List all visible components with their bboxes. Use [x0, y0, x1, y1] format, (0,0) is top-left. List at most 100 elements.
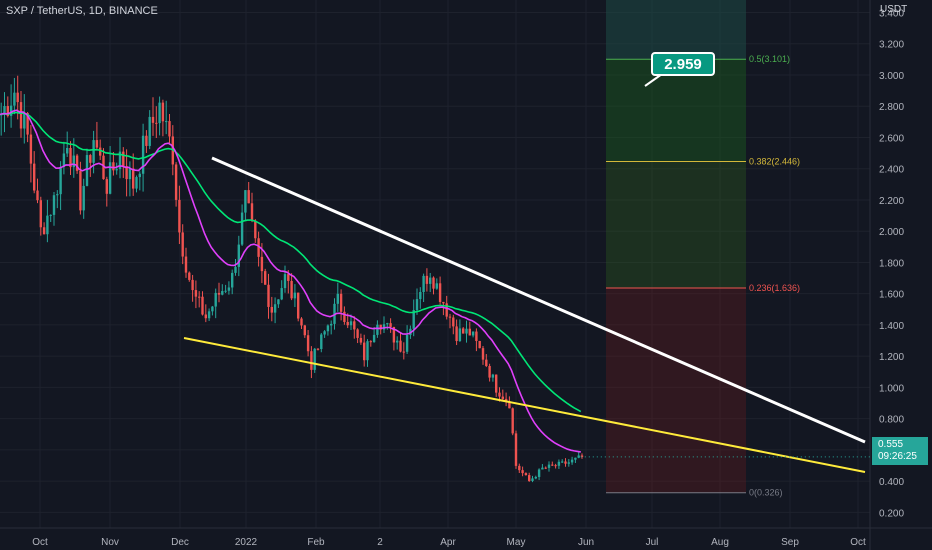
candle-body	[227, 287, 231, 291]
candle-body	[310, 351, 313, 370]
candle-body	[422, 275, 425, 292]
candle-body	[33, 163, 36, 191]
candle-body	[501, 396, 504, 399]
candle-body	[184, 256, 188, 273]
candle-body	[323, 331, 326, 335]
candle-body	[399, 340, 402, 352]
x-tick-label: Jul	[646, 537, 659, 548]
candle-body	[303, 325, 306, 336]
candle-body	[108, 162, 112, 194]
candle-body	[260, 256, 264, 272]
candle-body	[567, 462, 570, 464]
y-tick-label: 2.000	[879, 227, 904, 238]
candle-body	[267, 284, 270, 307]
candle-body	[564, 461, 567, 464]
candle-body	[132, 168, 135, 189]
candle-body	[89, 155, 92, 163]
candle-body	[224, 290, 227, 292]
x-tick-label: Apr	[440, 537, 456, 548]
candle-body	[250, 203, 254, 221]
candle-body	[198, 296, 201, 298]
candle-body	[557, 461, 561, 466]
candle-body	[402, 351, 405, 353]
y-tick-label: 3.200	[879, 40, 904, 51]
candle-body	[125, 166, 128, 180]
candle-body	[118, 151, 122, 170]
target-callout[interactable]: 2.959	[651, 52, 715, 76]
candle-body	[75, 155, 79, 171]
candle-body	[306, 335, 310, 352]
fib-level-label: 0(0.326)	[749, 488, 783, 498]
upper-trend-line	[211, 156, 866, 444]
candle-body	[379, 324, 382, 330]
candle-body	[528, 475, 531, 481]
candle-body	[138, 173, 141, 178]
candle-body	[158, 102, 161, 124]
candle-body	[297, 292, 300, 319]
fib-level-label: 0.236(1.636)	[749, 283, 800, 293]
candle-body	[491, 374, 495, 378]
candle-body	[99, 147, 102, 156]
x-tick-label: Oct	[32, 537, 48, 548]
candle-body	[415, 299, 419, 311]
candle-body	[419, 291, 422, 300]
lower-trend-line	[183, 337, 866, 473]
candle-body	[214, 292, 217, 307]
candle-body	[514, 433, 518, 466]
y-tick-label: 0.800	[879, 415, 904, 426]
candle-body	[495, 374, 498, 393]
candle-body	[481, 348, 485, 360]
ema-slow-line	[0, 111, 582, 413]
y-tick-label: 0.200	[879, 508, 904, 519]
candle-body	[346, 321, 349, 326]
candle-body	[168, 121, 171, 137]
candle-body	[135, 177, 138, 189]
candle-body	[39, 200, 42, 228]
x-tick-label: Dec	[171, 537, 189, 548]
candle-body	[382, 324, 386, 330]
candle-body	[240, 212, 244, 245]
candle-body	[52, 195, 56, 215]
chart-title: SXP / TetherUS, 1D, BINANCE	[6, 5, 158, 17]
x-tick-label: Nov	[101, 537, 119, 548]
candle-body	[204, 314, 207, 319]
candle-body	[188, 272, 191, 280]
fib-zone	[606, 0, 746, 60]
callout-pointer	[644, 73, 663, 87]
x-tick-label: Oct	[850, 537, 866, 548]
candle-body	[66, 147, 69, 154]
candle-body	[376, 324, 379, 335]
y-tick-label: 2.400	[879, 165, 904, 176]
candle-body	[257, 238, 260, 257]
candle-body	[574, 457, 577, 460]
y-tick-label: 2.800	[879, 102, 904, 113]
candle-body	[105, 179, 108, 194]
last-price-value: 0.555	[878, 439, 904, 450]
candle-body	[452, 317, 455, 327]
candle-body	[343, 311, 346, 322]
candle-body	[62, 153, 66, 167]
y-tick-label: 3.400	[879, 8, 904, 19]
candle-body	[438, 283, 442, 302]
candle-body	[181, 232, 184, 257]
candle-body	[554, 465, 557, 467]
candle-body	[363, 342, 366, 361]
candle-body	[128, 168, 132, 180]
candle-body	[448, 316, 452, 318]
candle-body	[69, 147, 72, 168]
candle-body	[287, 274, 290, 281]
candle-body	[488, 365, 491, 378]
candle-body	[580, 455, 584, 457]
candle-body	[445, 303, 448, 317]
candle-body	[405, 334, 409, 352]
candle-body	[396, 340, 399, 343]
candle-body	[23, 113, 26, 129]
candle-body	[442, 301, 445, 304]
candle-body	[468, 328, 471, 336]
y-tick-label: 3.000	[879, 71, 904, 82]
candle-body	[26, 113, 29, 135]
candle-body	[174, 164, 178, 200]
candle-body	[478, 340, 481, 349]
